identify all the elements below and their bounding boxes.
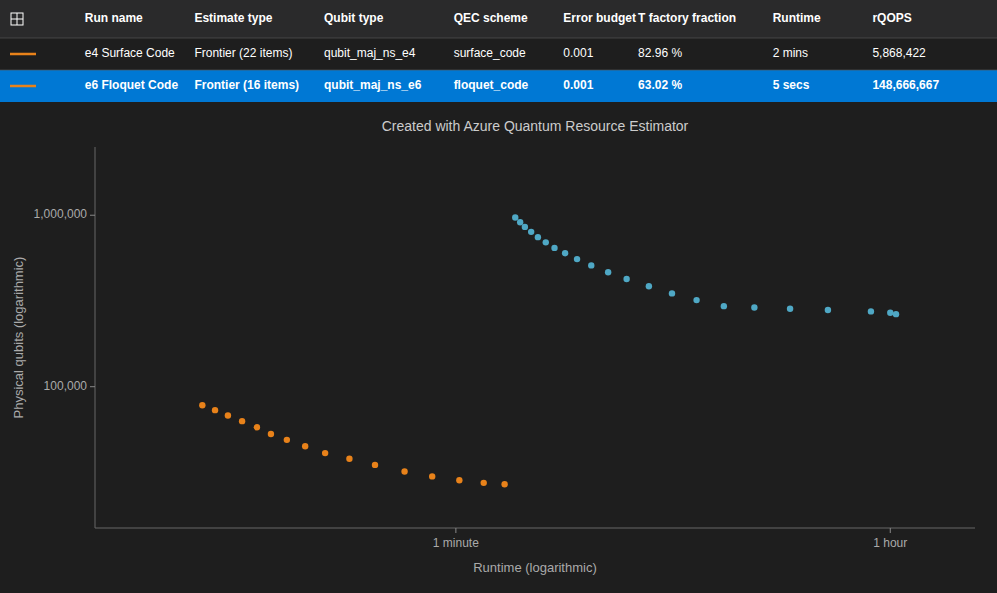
icon-line [11,19,23,20]
point [623,276,629,282]
point [562,250,568,256]
icon-frame [11,13,23,25]
table-icon [11,13,23,25]
table-cell: 148,666,667 [872,78,939,92]
table-cell: 0.001 [563,78,593,92]
table-cell: qubit_maj_ns_e4 [324,46,416,60]
y-axis-line [95,147,96,528]
table-cell: Frontier (16 items) [194,78,299,92]
x-axis-line [95,528,975,529]
table-cell: e6 Floquet Code [85,78,179,92]
chart-title: Created with Azure Quantum Resource Esti… [382,118,689,134]
y-tick [90,215,95,216]
point [535,234,541,240]
point [528,229,534,235]
table-separator [0,70,997,71]
x-axis-label: Runtime (logarithmic) [473,560,597,575]
point [199,402,205,408]
point [512,214,518,220]
table-cell: 5 secs [773,78,810,92]
table-row [0,70,997,102]
point [868,308,874,314]
point [268,431,274,437]
table-column: T factory fraction [638,11,736,25]
table-column: rQOPS [872,11,911,25]
series [512,214,899,317]
chart: Run name Estimate type Qubit type QEC schem… [0,0,997,593]
point [825,307,831,313]
point [522,224,528,230]
y-axis-label: Physical qubits (logarithmic) [11,257,26,419]
point [721,303,727,309]
table-column: Estimate type [194,11,272,25]
point [501,481,507,487]
table-column: Run name [85,11,143,25]
point [588,262,594,268]
table-cell: 63.02 % [638,78,682,92]
table-cell: qubit_maj_ns_e6 [324,78,422,92]
table-cell: 82.96 % [638,46,682,60]
point [429,473,435,479]
table-cell: 2 mins [773,46,808,60]
table-cell: surface_code [454,46,526,60]
point [302,443,308,449]
table-column: Runtime [773,11,821,25]
point [401,468,407,474]
point [284,437,290,443]
point [517,219,523,225]
point [239,418,245,424]
point [887,310,893,316]
table-column: Error budget [563,11,636,25]
point [254,424,260,430]
row-indicator [10,85,36,88]
table-separator [0,38,997,39]
point [605,269,611,275]
point [372,462,378,468]
table-cell: 0.001 [563,46,593,60]
x-tick [890,528,891,533]
point [346,456,352,462]
point [225,412,231,418]
table-column: QEC scheme [454,11,528,25]
table-cell: e4 Surface Code [85,46,175,60]
y-tick [90,386,95,387]
table-cell: Frontier (22 items) [194,46,292,60]
point [787,306,793,312]
background [0,0,997,593]
x-tick-label: 1 hour [873,536,907,550]
points [199,214,899,487]
point [646,283,652,289]
row-indicator [10,53,36,56]
y-tick-label: 100,000 [44,379,88,393]
point [322,450,328,456]
table: Run name Estimate type Qubit type QEC schem… [0,0,997,102]
table-cell: floquet_code [454,78,529,92]
table-row [0,38,997,70]
x-tick [455,528,456,533]
point [543,239,549,245]
point [551,245,557,251]
y-tick-label: 1,000,000 [34,207,88,221]
point [693,297,699,303]
point [893,311,899,317]
point [751,304,757,310]
point [574,256,580,262]
point [456,477,462,483]
table-header [0,0,997,38]
point [669,290,675,296]
table-cell: 5,868,422 [872,46,926,60]
x-tick-label: 1 minute [433,536,479,550]
point [212,407,218,413]
series [199,402,508,487]
point [481,480,487,486]
table-column: Qubit type [324,11,384,25]
